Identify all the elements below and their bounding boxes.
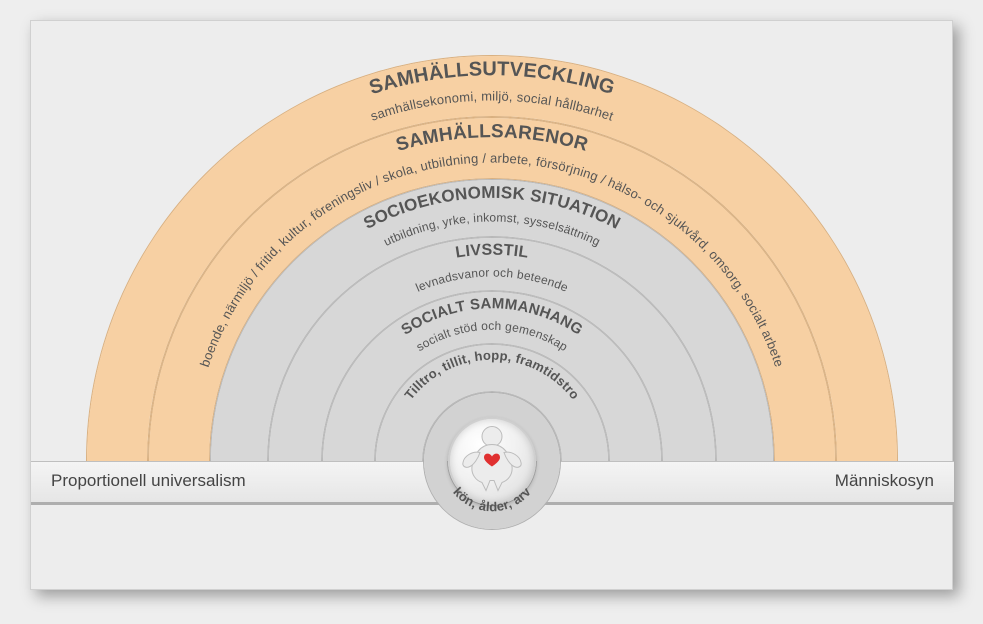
base-label-left: Proportionell universalism bbox=[51, 471, 246, 491]
rings-upper-clip bbox=[31, 21, 954, 461]
diagram-card: SAMHÄLLSUTVECKLINGsamhällsekonomi, miljö… bbox=[30, 20, 953, 590]
diagram-stage: SAMHÄLLSUTVECKLINGsamhällsekonomi, miljö… bbox=[31, 21, 954, 591]
person-icon bbox=[460, 423, 524, 493]
center-person-disc bbox=[448, 417, 536, 505]
base-label-right: Människosyn bbox=[835, 471, 934, 491]
